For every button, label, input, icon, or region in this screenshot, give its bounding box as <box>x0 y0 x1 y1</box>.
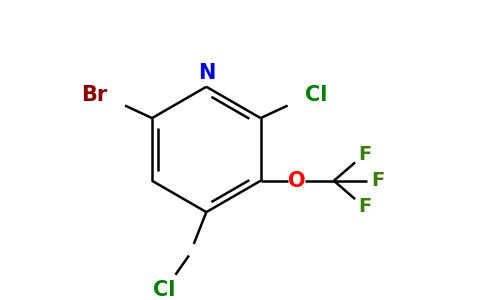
Text: Cl: Cl <box>305 85 327 105</box>
Text: Br: Br <box>81 85 108 105</box>
Text: N: N <box>197 63 215 83</box>
Text: F: F <box>358 197 371 216</box>
Text: F: F <box>372 171 385 190</box>
Text: Cl: Cl <box>153 280 175 300</box>
Text: O: O <box>288 171 306 191</box>
Text: F: F <box>358 145 371 164</box>
